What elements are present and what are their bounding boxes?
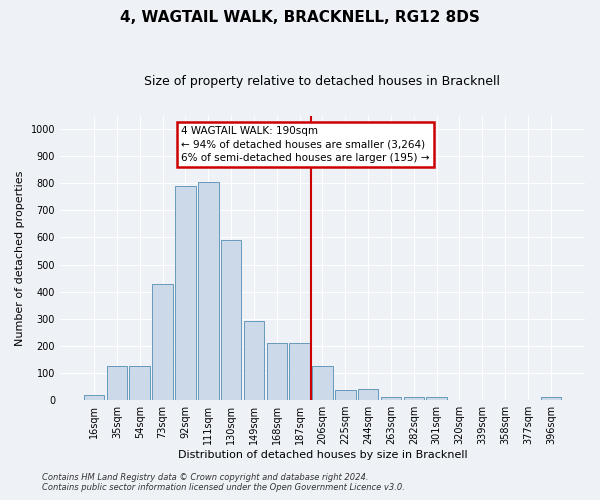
Bar	[175, 186, 196, 400]
Bar	[404, 398, 424, 400]
Bar	[221, 240, 241, 400]
Bar	[335, 390, 356, 400]
Text: Contains HM Land Registry data © Crown copyright and database right 2024.
Contai: Contains HM Land Registry data © Crown c…	[42, 473, 405, 492]
Bar	[541, 398, 561, 400]
Bar	[266, 342, 287, 400]
Bar	[380, 397, 401, 400]
Bar	[130, 366, 150, 400]
Bar	[358, 389, 379, 400]
X-axis label: Distribution of detached houses by size in Bracknell: Distribution of detached houses by size …	[178, 450, 467, 460]
Bar	[427, 398, 447, 400]
Bar	[107, 366, 127, 400]
Bar	[152, 284, 173, 400]
Bar	[289, 342, 310, 400]
Title: Size of property relative to detached houses in Bracknell: Size of property relative to detached ho…	[145, 75, 500, 88]
Y-axis label: Number of detached properties: Number of detached properties	[15, 170, 25, 346]
Text: 4, WAGTAIL WALK, BRACKNELL, RG12 8DS: 4, WAGTAIL WALK, BRACKNELL, RG12 8DS	[120, 10, 480, 25]
Bar	[198, 182, 218, 400]
Text: 4 WAGTAIL WALK: 190sqm
← 94% of detached houses are smaller (3,264)
6% of semi-d: 4 WAGTAIL WALK: 190sqm ← 94% of detached…	[181, 126, 430, 163]
Bar	[244, 322, 264, 400]
Bar	[312, 366, 333, 400]
Bar	[84, 395, 104, 400]
